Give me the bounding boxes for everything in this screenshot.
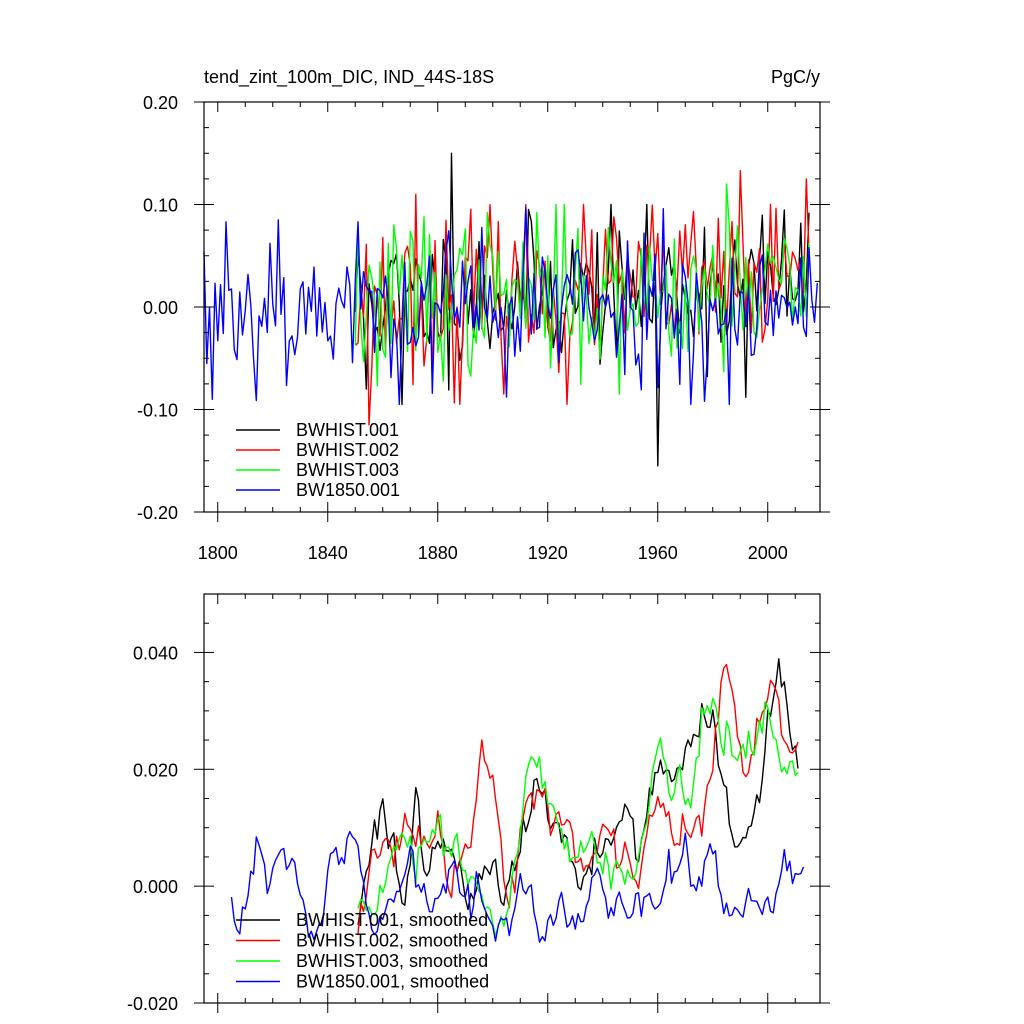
chart-units: PgC/y <box>771 67 820 87</box>
top-legend-label: BWHIST.003 <box>296 460 399 480</box>
bottom-legend-label: BWHIST.003, smoothed <box>296 951 488 971</box>
top-y-tick-label: 0.20 <box>143 93 178 113</box>
panel-top-raw: tend_zint_100m_DIC, IND_44S-18S PgC/y 18… <box>137 67 830 563</box>
bottom-y-tick-label: 0.040 <box>133 643 178 663</box>
top-legend-label: BWHIST.002 <box>296 440 399 460</box>
bottom-legend-label: BWHIST.001, smoothed <box>296 910 488 930</box>
top-y-tick-label: 0.00 <box>143 298 178 318</box>
top-x-tick-label: 2000 <box>748 543 788 563</box>
top-series-lines <box>203 152 818 467</box>
top-x-tick-label: 1840 <box>308 543 348 563</box>
top-y-tick-label: 0.10 <box>143 196 178 216</box>
top-x-tick-label: 1960 <box>638 543 678 563</box>
top-x-tick-label: 1800 <box>198 543 238 563</box>
bottom-y-tick-label: 0.000 <box>133 877 178 897</box>
top-y-tick-label: -0.10 <box>137 401 178 421</box>
bottom-legend-label: BWHIST.002, smoothed <box>296 931 488 951</box>
top-x-tick-label: 1920 <box>528 543 568 563</box>
bottom-series-line-1 <box>357 658 799 926</box>
bottom-series-line-3 <box>357 697 799 937</box>
chart-title: tend_zint_100m_DIC, IND_44S-18S <box>204 67 494 88</box>
bottom-axes: -0.020 0.000 0.020 0.040 <box>127 593 830 1014</box>
top-legend-label: BWHIST.001 <box>296 420 399 440</box>
bottom-series-lines <box>230 658 805 943</box>
top-x-tick-label: 1880 <box>418 543 458 563</box>
top-y-tick-label: -0.20 <box>137 503 178 523</box>
panel-bottom-smoothed: -0.020 0.000 0.020 0.040 BWHIST.001, smooth… <box>127 593 830 1014</box>
top-legend-label: BW1850.001 <box>296 480 400 500</box>
top-series-line-4 <box>203 206 818 406</box>
bottom-legend-label: BW1850.001, smoothed <box>296 972 489 992</box>
top-axes: 1800 1840 1880 1920 1960 2000 -0.20 -0.10 0.00 0.… <box>137 93 830 563</box>
bottom-series-line-2 <box>357 663 799 934</box>
bottom-y-tick-label: -0.020 <box>127 994 178 1014</box>
bottom-y-tick-label: 0.020 <box>133 760 178 780</box>
bottom-series-line-4 <box>230 830 805 943</box>
